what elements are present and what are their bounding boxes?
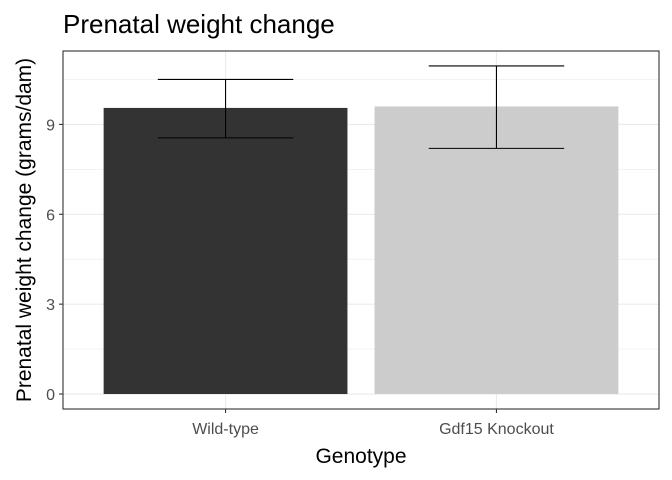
bar-gdf15-knockout (374, 106, 619, 395)
y-tick-label: 9 (46, 117, 55, 134)
y-tick-label: 3 (46, 297, 55, 314)
y-axis: 0 3 6 9 (46, 117, 63, 404)
y-tick-label: 0 (46, 387, 55, 404)
chart-title: Prenatal weight change (63, 9, 335, 39)
x-tick-label: Wild-type (192, 421, 259, 438)
error-bar (157, 78, 294, 139)
x-tick-label: Gdf15 Knockout (439, 421, 554, 438)
bars (103, 106, 619, 395)
bar-wild-type (103, 107, 348, 395)
y-axis-title: Prenatal weight change (grams/dam) (13, 58, 36, 402)
error-bars (157, 65, 565, 149)
y-tick-label: 6 (46, 207, 55, 224)
error-bar (428, 65, 565, 149)
plot-panel (62, 50, 660, 410)
x-axis: Wild-type Gdf15 Knockout (192, 409, 554, 438)
panel-border (62, 50, 660, 410)
x-axis-title: Genotype (315, 445, 406, 468)
